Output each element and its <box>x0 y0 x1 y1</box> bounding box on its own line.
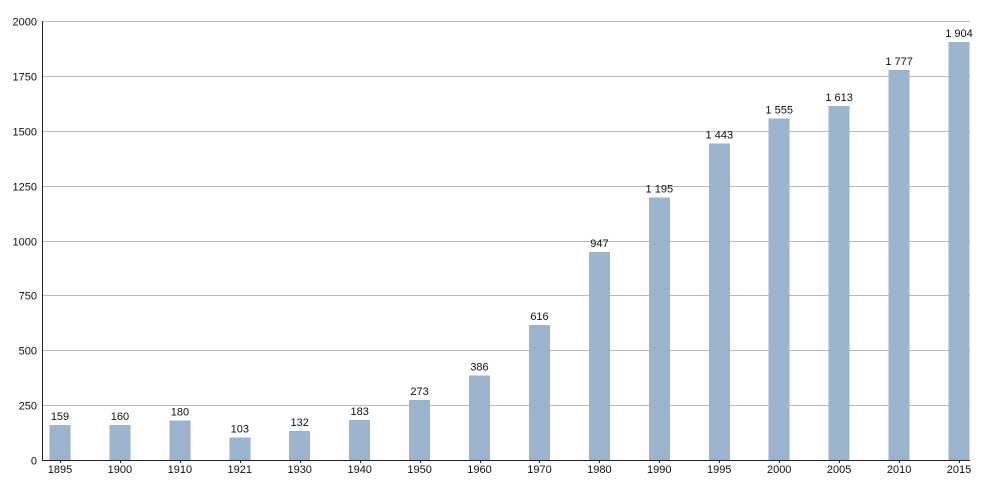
x-tick-label-1950: 1950 <box>407 464 431 476</box>
bar-1930 <box>289 431 311 460</box>
bar-1900 <box>109 424 131 460</box>
data-label-1921: 103 <box>231 423 249 435</box>
bar-1970 <box>529 324 550 460</box>
x-tick-label-1960: 1960 <box>467 464 491 476</box>
y-tick-label: 0 <box>31 456 37 468</box>
data-label-1970: 616 <box>530 311 548 323</box>
x-tick-label-1995: 1995 <box>707 464 731 476</box>
bar-2005 <box>828 105 850 461</box>
grid-layer <box>42 21 970 406</box>
data-label-1895: 159 <box>51 411 69 423</box>
x-tick-label-1921: 1921 <box>228 464 252 476</box>
bar-1980 <box>588 252 610 460</box>
bar-2015 <box>948 42 970 460</box>
y-tick-label: 1750 <box>13 72 37 84</box>
data-label-2005: 1 613 <box>825 92 853 104</box>
data-label-1930: 132 <box>291 417 309 429</box>
x-tick-label-2005: 2005 <box>827 464 851 476</box>
y-tick-label: 1000 <box>13 237 37 249</box>
y-tick-label: 750 <box>19 291 37 303</box>
label-layer: 0 250 500 750 1000 1250 1500 1750 2000 159 1895 160… <box>13 17 973 477</box>
x-tick-label-1895: 1895 <box>48 464 72 476</box>
x-tick-label-2015: 2015 <box>947 464 971 476</box>
x-tick-label-1930: 1930 <box>287 464 311 476</box>
data-label-2010: 1 777 <box>885 56 913 68</box>
data-label-1980: 947 <box>590 238 608 250</box>
bar-2000 <box>768 118 790 460</box>
data-label-2015: 1 904 <box>945 28 973 40</box>
x-tick-label-2000: 2000 <box>767 464 791 476</box>
bar-1960 <box>469 375 490 460</box>
x-tick-label-1970: 1970 <box>527 464 551 476</box>
y-tick-label: 1500 <box>13 127 37 139</box>
data-label-1950: 273 <box>410 386 428 398</box>
y-tick-label: 2000 <box>13 17 37 29</box>
x-tick-label-1940: 1940 <box>347 464 371 476</box>
bar-1895 <box>49 425 71 460</box>
data-label-1995: 1 443 <box>706 129 734 141</box>
x-tick-label-1980: 1980 <box>587 464 611 476</box>
bar-1910 <box>169 420 191 460</box>
x-tick-label-1990: 1990 <box>647 464 671 476</box>
x-tick-label-2010: 2010 <box>887 464 911 476</box>
bar-1921 <box>229 437 251 460</box>
data-label-1910: 180 <box>171 407 189 419</box>
bar-1940 <box>349 419 371 460</box>
bar-2010 <box>888 69 910 461</box>
data-label-1990: 1 195 <box>646 184 674 196</box>
y-tick-label: 250 <box>19 401 37 413</box>
x-tick-label-1910: 1910 <box>168 464 192 476</box>
data-label-1900: 160 <box>111 411 129 423</box>
bar-layer <box>49 42 970 461</box>
x-tick-label-1900: 1900 <box>108 464 132 476</box>
bar-1990 <box>648 197 670 460</box>
bar-1950 <box>409 400 431 460</box>
y-tick-label: 500 <box>19 346 37 358</box>
data-label-1960: 386 <box>470 361 488 373</box>
bar-1995 <box>708 143 730 461</box>
y-tick-label: 1250 <box>13 182 37 194</box>
data-label-1940: 183 <box>351 406 369 418</box>
data-label-2000: 1 555 <box>765 105 793 117</box>
axis-layer <box>42 21 970 463</box>
